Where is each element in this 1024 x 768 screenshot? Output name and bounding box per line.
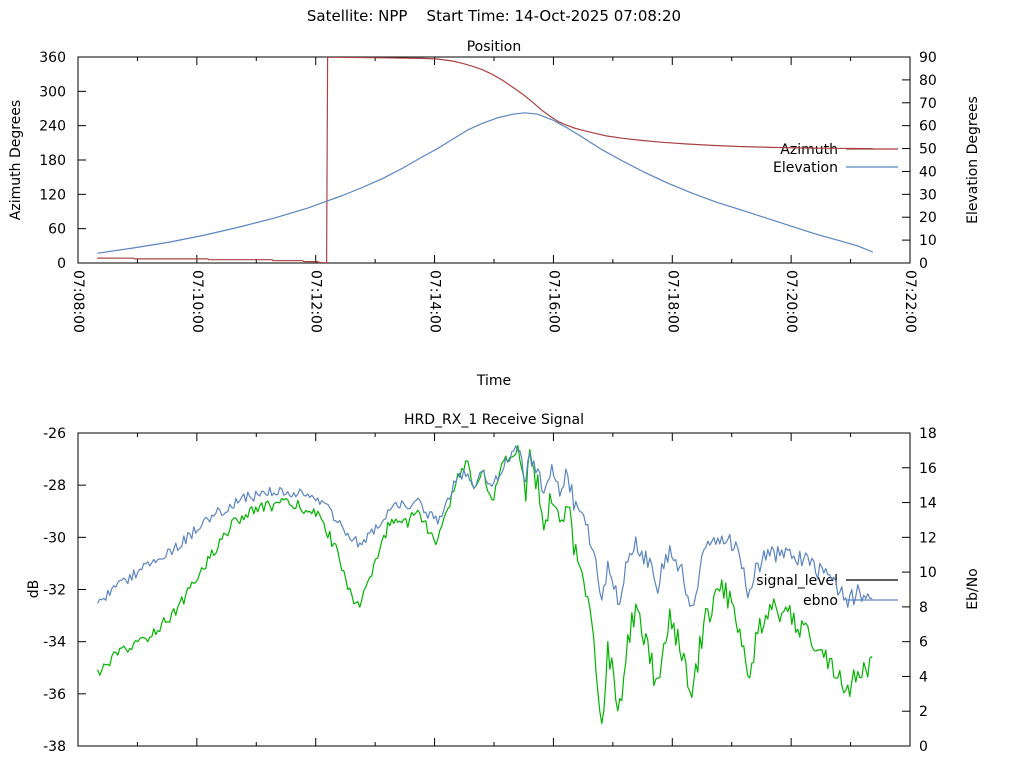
y-left-tick-label: -30	[43, 530, 66, 546]
y-left-tick-label: -26	[43, 426, 66, 442]
y-right-tick-label: 16	[919, 461, 937, 477]
y-right-tick-label: 60	[919, 119, 937, 135]
page-title: Satellite: NPP Start Time: 14-Oct-2025 0…	[307, 7, 681, 25]
ebno-series-line	[97, 445, 873, 608]
y-left-tick-label: 180	[39, 153, 66, 169]
y-left-tick-label: 120	[39, 187, 66, 203]
x-tick-label: 07:16:00	[545, 270, 561, 333]
x-tick-label: 07:12:00	[308, 270, 324, 333]
series-group	[97, 445, 873, 725]
y-right-tick-label: 70	[919, 96, 937, 112]
x-tick-label: 07:14:00	[427, 270, 443, 333]
y-right-tick-label: 10	[919, 565, 937, 581]
y-right-tick-label: 40	[919, 164, 937, 180]
position-chart-plot: 0 60 120 180 240 300 360 0 10 20 30 40 50 60 70 80 90 07:…	[39, 50, 937, 333]
azimuth-series-line	[97, 57, 873, 263]
y-left-tick-label: -32	[43, 583, 66, 599]
y-right-tick-label: 30	[919, 187, 937, 203]
legend-label-signal-level: signal_level	[756, 573, 838, 589]
y-right-tick-label: 90	[919, 50, 937, 66]
y-left-tick-label: 300	[39, 84, 66, 100]
x-tick-label: 07:22:00	[902, 270, 918, 333]
y-left-tick-label: 0	[57, 256, 66, 272]
legend-label-elevation: Elevation	[773, 160, 838, 176]
x-tick-label: 07:18:00	[664, 270, 680, 333]
x-tick-label: 07:08:00	[70, 270, 86, 333]
elevation-axis-title: Elevation Degrees	[965, 96, 981, 224]
y-right-tick-label: 12	[919, 530, 937, 546]
time-axis-title: Time	[476, 373, 511, 389]
y-right-tick-label: 6	[919, 635, 928, 651]
legend-label-azimuth: Azimuth	[780, 142, 838, 158]
signal-chart-plot: -38 -36 -34 -32 -30 -28 -26 0 2 4 6 8 10 12 14 16 18	[43, 426, 937, 755]
y-left-tick-label: -38	[43, 739, 66, 755]
y-right-tick-label: 20	[919, 210, 937, 226]
y-left-tick-label: -34	[43, 635, 66, 651]
y-right-tick-label: 4	[919, 669, 928, 685]
y-left-tick-label: -36	[43, 687, 66, 703]
signal-chart-title: HRD_RX_1 Receive Signal	[404, 412, 584, 428]
axis-ticks	[77, 432, 911, 747]
y-left-tick-label: -28	[43, 478, 66, 494]
db-axis-title: dB	[26, 580, 42, 599]
y-right-tick-label: 0	[919, 256, 928, 272]
y-left-tick-label: 60	[48, 222, 66, 238]
y-right-tick-label: 14	[919, 496, 937, 512]
axis-ticks	[77, 56, 911, 264]
series-group	[97, 57, 873, 263]
y-left-tick-label: 240	[39, 119, 66, 135]
elevation-series-line	[97, 112, 873, 254]
x-tick-label: 07:10:00	[189, 270, 205, 333]
x-tick-label: 07:20:00	[783, 270, 799, 333]
y-right-tick-label: 10	[919, 233, 937, 249]
y-right-tick-label: 0	[919, 739, 928, 755]
y-right-tick-label: 8	[919, 600, 928, 616]
y-right-tick-label: 50	[919, 142, 937, 158]
y-right-tick-label: 80	[919, 73, 937, 89]
y-right-tick-label: 18	[919, 426, 937, 442]
y-right-tick-label: 2	[919, 704, 928, 720]
ebno-axis-title: Eb/No	[965, 568, 981, 610]
legend-label-ebno: ebno	[803, 593, 838, 609]
position-chart-title: Position	[467, 39, 522, 55]
y-left-tick-label: 360	[39, 50, 66, 66]
azimuth-axis-title: Azimuth Degrees	[8, 100, 24, 220]
